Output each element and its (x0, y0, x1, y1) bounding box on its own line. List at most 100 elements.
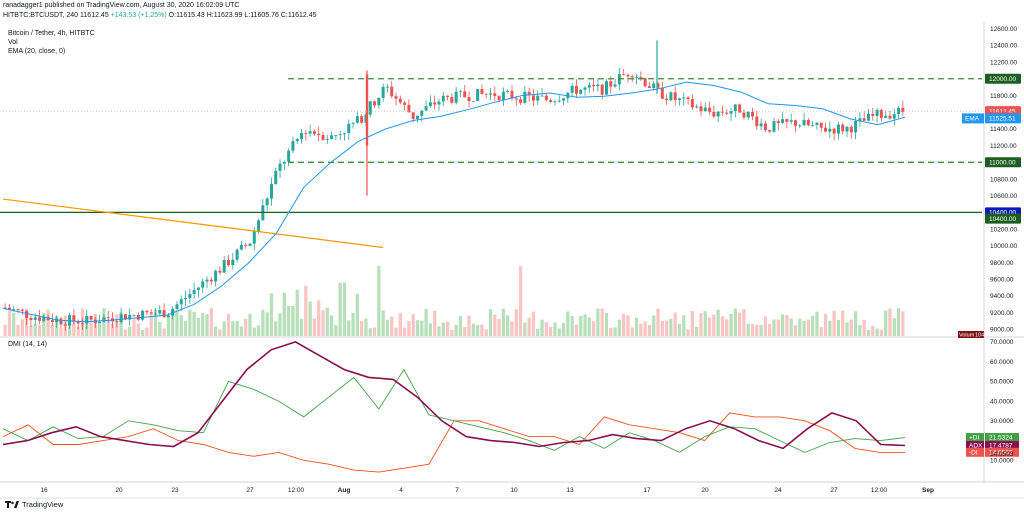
volume-bar (617, 319, 621, 336)
volume-bar (561, 322, 566, 336)
candle-body (574, 85, 578, 94)
volume-bar (248, 313, 252, 336)
dmi-badge-label: 17.4787 (989, 443, 1013, 450)
candle-body (531, 95, 535, 101)
candle-body (592, 84, 596, 87)
candle-body (772, 121, 776, 132)
volume-bar (475, 325, 480, 336)
candle-body (295, 139, 299, 142)
candle-body (862, 118, 866, 121)
volume-bar (390, 316, 394, 336)
volume-bar (149, 313, 153, 336)
candle-body (25, 310, 29, 318)
candle-body (231, 259, 235, 266)
volume-bar (759, 324, 763, 336)
candle-body (836, 124, 840, 134)
candle-body (424, 106, 428, 111)
legend-title[interactable]: Bitcoin / Tether, 4h, HITBTC (8, 30, 95, 37)
volume-bar (514, 309, 518, 336)
dmi-prefix-badge (966, 447, 984, 457)
volume-bar (785, 315, 789, 336)
volume-bar (879, 329, 884, 336)
candle-body (793, 120, 797, 126)
volume-bar (763, 316, 768, 336)
candle-body (742, 112, 746, 118)
price-tick-label: 10200.00 (990, 226, 1017, 233)
volume-bar (222, 321, 226, 336)
candle-body (514, 98, 518, 100)
candle-body (557, 100, 561, 102)
legend-ema[interactable]: EMA (20, close, 0) (8, 48, 66, 55)
candle-body (420, 110, 424, 116)
volume-bar (37, 324, 42, 336)
volume-bar (634, 317, 639, 336)
volume-bar (183, 320, 188, 336)
price-tick-label: 10000.00 (990, 243, 1017, 250)
volume-bar (128, 326, 132, 336)
volume-bar (591, 321, 596, 336)
dmi-tick-label: 40.0000 (990, 398, 1014, 405)
price-badge (985, 73, 1021, 84)
volume-bar (750, 323, 755, 336)
candle-body (76, 321, 80, 324)
candle-body (166, 315, 170, 318)
volume-bar (901, 311, 905, 336)
candle-body (463, 91, 467, 98)
open-value: 11615.43 (176, 12, 205, 19)
volume-bar (583, 314, 587, 336)
candle-body (562, 98, 566, 101)
volume-bar (540, 319, 544, 336)
volume-bar (291, 305, 295, 336)
plus-di-line (2, 368, 906, 453)
price-change: +143.53 (+1.25%) (110, 12, 167, 19)
symbol-label: HITBTC:BTCUSDT, 240 (3, 12, 79, 19)
candle-body (209, 279, 213, 282)
candle-body (291, 141, 295, 151)
volume-bar (836, 319, 841, 336)
candle-body (510, 90, 514, 99)
dmi-legend[interactable]: DMI (14, 14) (8, 341, 47, 348)
volume-bar (372, 327, 377, 336)
candle-body (192, 289, 196, 295)
volume-bar (72, 320, 76, 336)
volume-bar (351, 312, 355, 336)
candle-body (536, 95, 540, 101)
candle-body (269, 184, 273, 199)
volume-bar (454, 324, 458, 336)
volume-bar (892, 318, 896, 336)
volume-bar (518, 266, 523, 336)
candle-body (716, 111, 720, 117)
volume-bar (699, 313, 703, 336)
candle-body (579, 89, 583, 94)
candle-body (252, 230, 256, 244)
candle-body (501, 91, 505, 101)
candle-body (226, 259, 231, 266)
dmi-prefix-label: +DI (969, 435, 979, 442)
volume-bar (299, 318, 304, 336)
volume-bar (639, 323, 643, 336)
price-tick-label: 9600.00 (990, 277, 1014, 284)
volume-bar (841, 310, 845, 336)
volume-bar (321, 310, 325, 336)
legend-vol[interactable]: Vol (8, 39, 18, 46)
volume-bar (738, 312, 742, 336)
candle-body (282, 161, 286, 164)
dmi-tick-label: 70.0000 (990, 339, 1014, 346)
volume-bar (175, 310, 179, 336)
volume-bar (862, 319, 866, 336)
candle-body (763, 123, 767, 131)
volume-bar (188, 309, 192, 336)
volume-bar (673, 312, 677, 336)
volume-bar (652, 315, 656, 336)
tradingview-footer[interactable]: TradingView (5, 500, 63, 509)
volume-bar (424, 308, 428, 336)
main-legend[interactable]: Bitcoin / Tether, 4h, HITBTC Vol EMA (20… (8, 29, 95, 56)
candle-body (570, 85, 574, 93)
candle-body (347, 123, 351, 134)
candle-body (652, 83, 656, 88)
candle-body (471, 100, 475, 102)
candle-body (304, 132, 308, 134)
volume-bar (557, 328, 561, 336)
candle-body (300, 132, 304, 140)
